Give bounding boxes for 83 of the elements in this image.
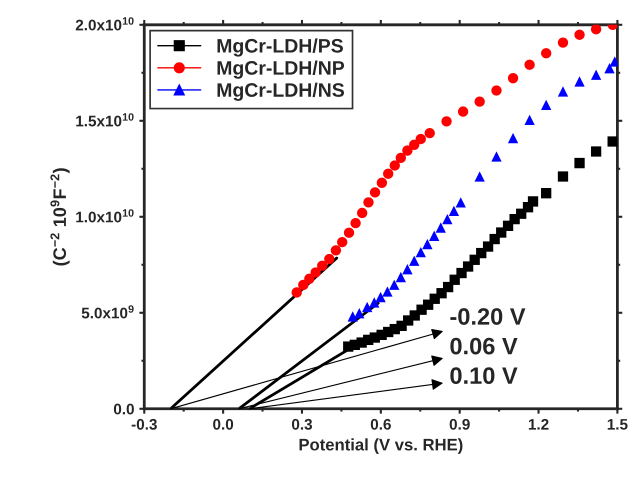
- point: [574, 30, 585, 40]
- point: [390, 160, 400, 171]
- point: [590, 70, 602, 80]
- point: [429, 230, 440, 241]
- x-tick-label: 1.5: [608, 419, 628, 430]
- point: [524, 114, 535, 125]
- point: [409, 256, 420, 266]
- legend-label: MgCr-LDH/PS: [218, 38, 343, 57]
- point: [298, 280, 308, 290]
- x-axis-title: Potential (V vs. RHE): [300, 438, 462, 454]
- point: [474, 171, 485, 182]
- y-tick-label: 2.0x10$^{10}$: [76, 17, 134, 30]
- point: [608, 136, 618, 147]
- point: [436, 222, 446, 233]
- point: [590, 146, 602, 157]
- point: [416, 246, 426, 258]
- point: [389, 280, 400, 290]
- point: [357, 208, 368, 218]
- point: [528, 196, 538, 207]
- x-tick-label: 0.3: [292, 418, 312, 430]
- point: [441, 116, 452, 127]
- point: [524, 60, 535, 70]
- x-tick-label: -0.3: [132, 418, 157, 430]
- point: [574, 158, 585, 168]
- x-tick-label: 0.6: [370, 418, 391, 430]
- point: [541, 48, 552, 58]
- point: [324, 254, 334, 264]
- point: [491, 85, 502, 96]
- point: [304, 274, 314, 284]
- point: [416, 134, 426, 144]
- y-tick-label: 1.0x10$^{10}$: [76, 209, 134, 222]
- point: [442, 214, 452, 224]
- point: [474, 96, 485, 107]
- point: [424, 128, 435, 138]
- point: [354, 308, 364, 318]
- point: [456, 197, 466, 208]
- annotation: 0.06 V: [450, 338, 518, 354]
- point: [491, 151, 502, 162]
- point: [348, 311, 358, 322]
- point: [558, 86, 568, 97]
- point: [330, 245, 342, 256]
- point: [541, 100, 552, 110]
- point: [375, 292, 386, 302]
- y-axis-title: (C$^{−2}$ 10$^{9}$F$^{−2}$): [50, 168, 70, 266]
- point: [396, 152, 406, 164]
- point: [422, 238, 433, 250]
- point: [310, 267, 321, 278]
- legend-label: MgCr-LDH/NP: [218, 60, 344, 79]
- point: [448, 206, 460, 216]
- point: [382, 286, 393, 297]
- point: [590, 24, 602, 34]
- point: [383, 168, 394, 179]
- legend-label: MgCr-LDH/NS: [218, 82, 344, 101]
- y-tick-label: 5.0x10$^{9}$: [82, 305, 134, 318]
- annotation: -0.20 V: [450, 308, 526, 325]
- point: [362, 302, 372, 312]
- point: [344, 228, 354, 238]
- point: [558, 38, 568, 48]
- point: [604, 63, 615, 74]
- point: [558, 171, 568, 182]
- point: [508, 132, 518, 144]
- point: [337, 236, 348, 248]
- point: [402, 264, 413, 274]
- point: [370, 187, 380, 198]
- x-tick-label: 0.9: [450, 418, 470, 430]
- point: [292, 287, 302, 298]
- point: [363, 197, 374, 208]
- point: [317, 260, 328, 271]
- point: [574, 76, 585, 87]
- annotation: 0.10 V: [450, 367, 518, 384]
- point: [409, 140, 420, 150]
- x-tick-label: 0.0: [213, 418, 234, 430]
- y-tick-label: 0.0: [114, 404, 134, 414]
- point: [508, 73, 518, 84]
- point: [541, 188, 552, 198]
- y-tick-label: 1.5x10$^{10}$: [76, 113, 134, 126]
- x-tick-label: 1.2: [528, 418, 549, 430]
- point: [350, 218, 361, 228]
- point: [376, 178, 388, 188]
- point: [369, 297, 380, 308]
- point: [396, 272, 406, 282]
- point: [458, 106, 468, 117]
- point: [402, 145, 413, 156]
